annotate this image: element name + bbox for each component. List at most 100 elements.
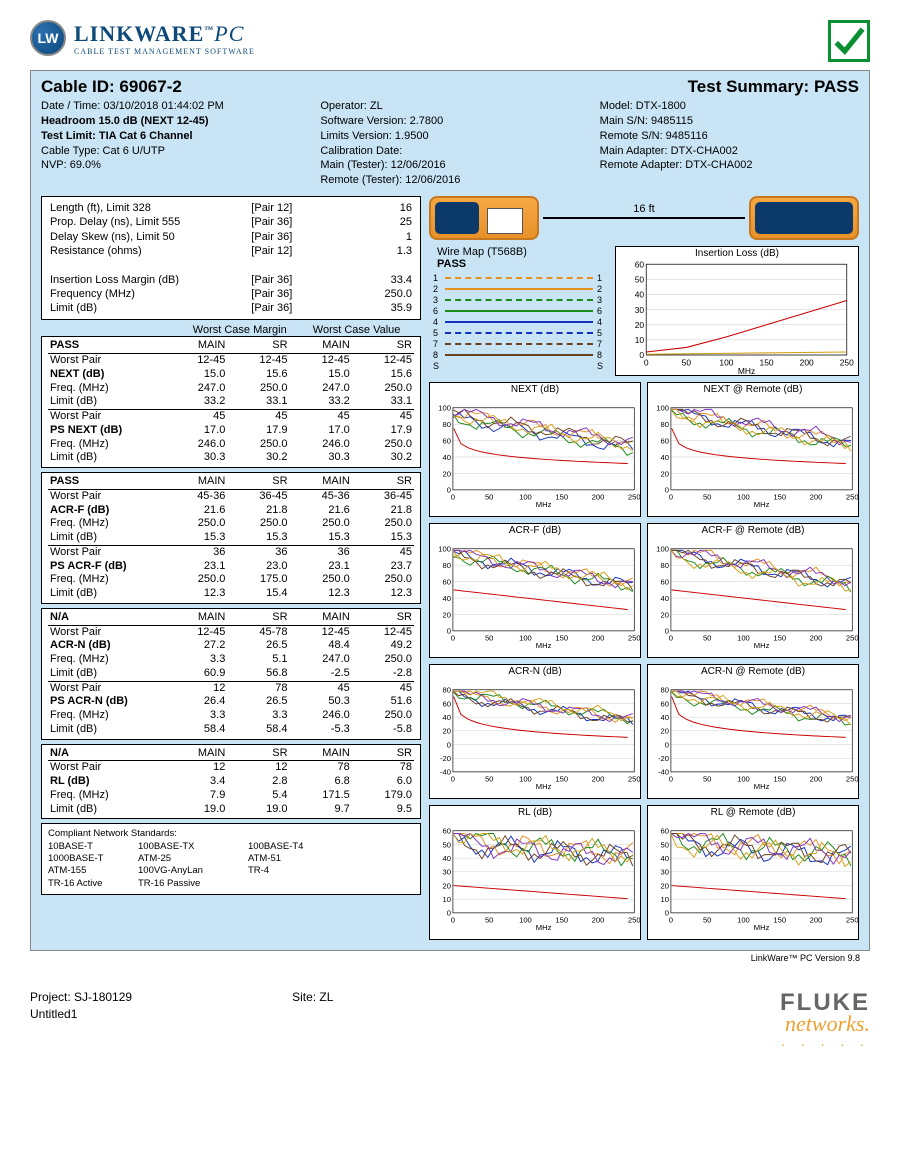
svg-text:MHz: MHz <box>536 641 552 650</box>
svg-text:250: 250 <box>628 915 640 924</box>
svg-text:30: 30 <box>661 868 669 877</box>
svg-text:20: 20 <box>661 881 669 890</box>
svg-text:MHz: MHz <box>754 641 770 650</box>
params-box: Length (ft), Limit 328[Pair 12]16Prop. D… <box>41 196 421 320</box>
svg-text:50: 50 <box>635 275 645 285</box>
svg-text:150: 150 <box>773 492 786 501</box>
svg-text:200: 200 <box>592 915 605 924</box>
svg-text:150: 150 <box>555 633 568 642</box>
svg-text:40: 40 <box>443 453 451 462</box>
cable-length: 16 ft <box>633 203 654 215</box>
svg-text:40: 40 <box>661 453 669 462</box>
svg-text:80: 80 <box>443 420 451 429</box>
svg-text:50: 50 <box>703 633 711 642</box>
svg-text:80: 80 <box>661 561 669 570</box>
tester-diagram: 16 ft <box>429 196 859 240</box>
site-label: Site: ZL <box>292 989 333 1006</box>
svg-text:50: 50 <box>703 915 711 924</box>
insertion-loss-chart: Insertion Loss (dB) 01020304050600501001… <box>615 246 859 376</box>
summary-label: Test Summary: <box>688 77 810 96</box>
chart: ACR-N @ Remote (dB)-40-20020406080050100… <box>647 664 859 799</box>
svg-text:MHz: MHz <box>536 782 552 791</box>
meta-columns: Date / Time: 03/10/2018 01:44:02 PM Head… <box>41 99 859 188</box>
svg-text:50: 50 <box>661 840 669 849</box>
svg-text:0: 0 <box>669 774 673 783</box>
svg-text:100: 100 <box>519 633 532 642</box>
main-tester-icon <box>429 196 539 240</box>
svg-text:250: 250 <box>846 492 858 501</box>
svg-text:60: 60 <box>443 699 451 708</box>
svg-text:100: 100 <box>438 545 451 554</box>
header: LW LINKWARE™PC CABLE TEST MANAGEMENT SOF… <box>30 20 870 62</box>
svg-text:20: 20 <box>661 469 669 478</box>
svg-text:250: 250 <box>628 633 640 642</box>
svg-text:0: 0 <box>451 492 455 501</box>
svg-text:50: 50 <box>443 840 451 849</box>
svg-text:200: 200 <box>800 358 814 368</box>
svg-text:250: 250 <box>846 633 858 642</box>
svg-text:20: 20 <box>443 727 451 736</box>
svg-text:80: 80 <box>661 420 669 429</box>
svg-text:50: 50 <box>703 774 711 783</box>
svg-text:40: 40 <box>661 594 669 603</box>
svg-text:50: 50 <box>485 915 493 924</box>
svg-text:-40: -40 <box>658 768 669 777</box>
svg-text:50: 50 <box>485 633 493 642</box>
svg-text:MHz: MHz <box>536 923 552 932</box>
remote-tester-icon <box>749 196 859 240</box>
svg-text:0: 0 <box>644 358 649 368</box>
svg-text:0: 0 <box>451 633 455 642</box>
svg-text:100: 100 <box>656 545 669 554</box>
logo-subtitle: CABLE TEST MANAGEMENT SOFTWARE <box>74 47 255 56</box>
svg-text:60: 60 <box>661 699 669 708</box>
svg-text:0: 0 <box>447 740 451 749</box>
fluke-logo: FLUKE networks. . . . . . <box>780 989 870 1049</box>
svg-text:-20: -20 <box>658 754 669 763</box>
svg-text:100: 100 <box>519 492 532 501</box>
left-column: Length (ft), Limit 328[Pair 12]16Prop. D… <box>41 196 421 940</box>
svg-text:50: 50 <box>485 774 493 783</box>
svg-text:MHz: MHz <box>754 782 770 791</box>
svg-text:250: 250 <box>846 774 858 783</box>
untitled-label: Untitled1 <box>30 1006 333 1023</box>
margin-header: Worst Case MarginWorst Case Value <box>41 324 421 336</box>
svg-text:60: 60 <box>443 578 451 587</box>
svg-text:150: 150 <box>555 492 568 501</box>
svg-text:60: 60 <box>635 260 645 269</box>
svg-text:20: 20 <box>443 610 451 619</box>
svg-text:30: 30 <box>443 868 451 877</box>
footer: Project: SJ-180129 Site: ZL Untitled1 FL… <box>0 983 900 1069</box>
svg-text:80: 80 <box>443 686 451 695</box>
svg-text:20: 20 <box>635 320 645 330</box>
svg-text:200: 200 <box>810 492 823 501</box>
svg-text:0: 0 <box>451 915 455 924</box>
version-text: LinkWare™ PC Version 9.8 <box>30 951 870 963</box>
svg-text:80: 80 <box>661 686 669 695</box>
svg-text:60: 60 <box>443 437 451 446</box>
svg-text:250: 250 <box>840 358 854 368</box>
svg-text:60: 60 <box>661 437 669 446</box>
svg-text:40: 40 <box>443 594 451 603</box>
svg-text:50: 50 <box>485 492 493 501</box>
svg-text:100: 100 <box>719 358 733 368</box>
svg-text:0: 0 <box>669 633 673 642</box>
svg-text:100: 100 <box>519 915 532 924</box>
chart: ACR-F (dB)020406080100050100150200250MHz <box>429 523 641 658</box>
svg-text:20: 20 <box>443 881 451 890</box>
cable-id: 69067-2 <box>119 77 181 96</box>
svg-text:250: 250 <box>846 915 858 924</box>
svg-text:200: 200 <box>592 774 605 783</box>
chart: RL (dB)0102030405060050100150200250MHz <box>429 805 641 940</box>
svg-text:100: 100 <box>656 404 669 413</box>
standards-box: Compliant Network Standards: 10BASE-T100… <box>41 823 421 895</box>
logo-main: LINKWARE <box>74 21 204 46</box>
svg-text:150: 150 <box>555 774 568 783</box>
svg-text:-40: -40 <box>440 768 451 777</box>
chart: ACR-N (dB)-40-20020406080050100150200250… <box>429 664 641 799</box>
pass-check-icon <box>828 20 870 62</box>
svg-text:20: 20 <box>661 727 669 736</box>
svg-text:50: 50 <box>682 358 692 368</box>
svg-text:0: 0 <box>665 740 669 749</box>
svg-text:20: 20 <box>443 469 451 478</box>
svg-text:150: 150 <box>773 774 786 783</box>
